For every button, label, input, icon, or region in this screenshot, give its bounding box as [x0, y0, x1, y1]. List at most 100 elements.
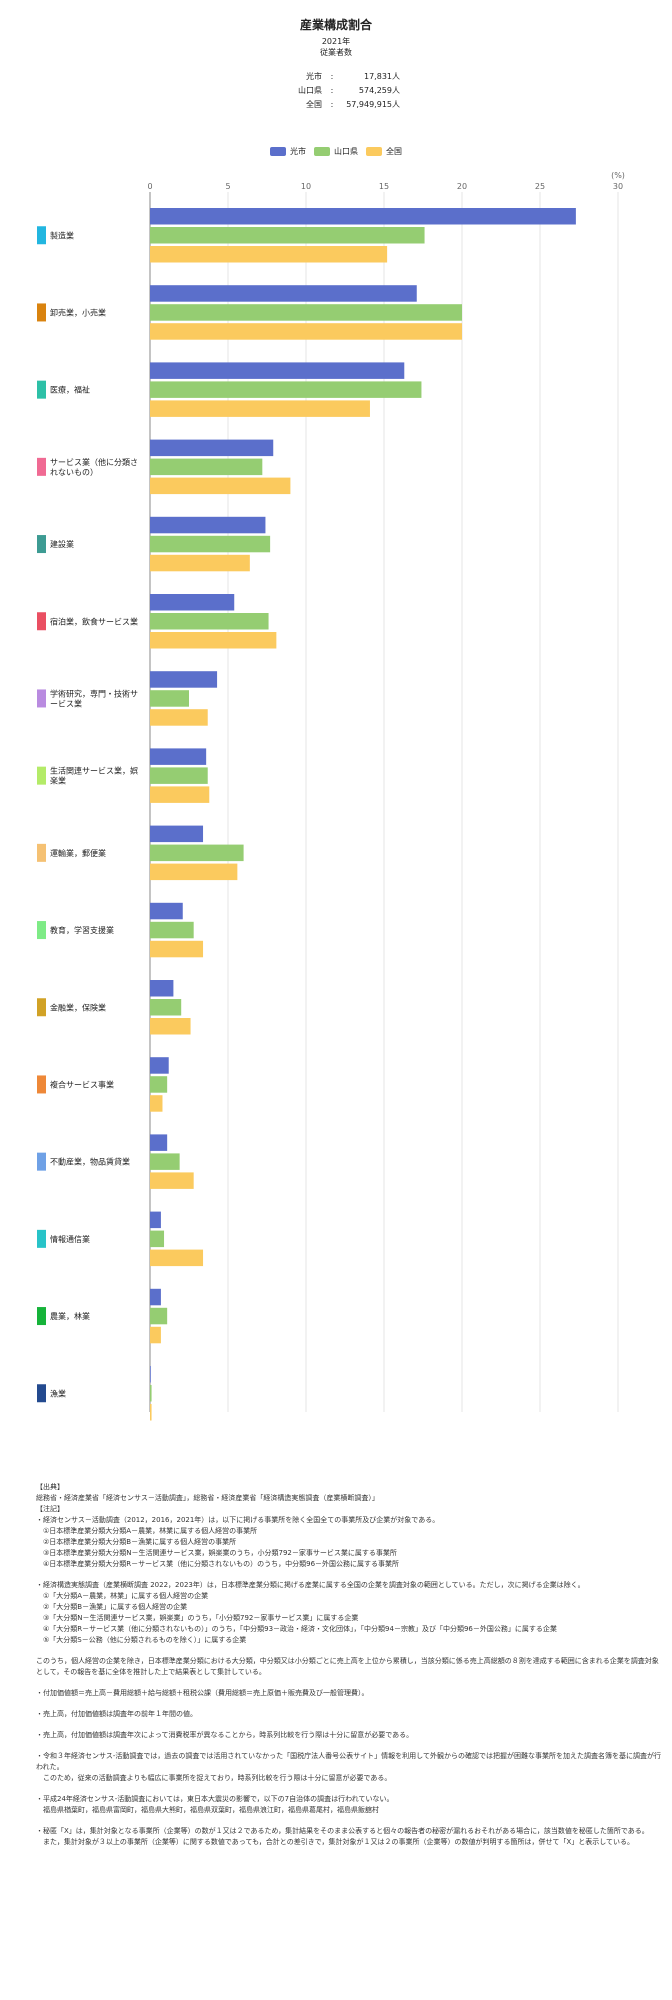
stat-value: 57,949,915人 — [346, 100, 400, 109]
note-line: ・秘匿「X」は，集計対象となる事業所（企業等）の数が１又は２であるため，集計結果… — [36, 1827, 649, 1835]
bar-yamaguchi — [150, 690, 189, 707]
category-color-marker — [37, 226, 46, 245]
bar-yamaguchi — [150, 1076, 168, 1093]
bar-yamaguchi — [150, 381, 422, 398]
category-color-marker — [37, 1075, 46, 1094]
bar-zenkoku — [150, 246, 388, 263]
bar-zenkoku — [150, 400, 370, 417]
stat-row-zenkoku: 全国 : 57,949,915人 — [288, 98, 400, 112]
category-color-marker — [37, 1307, 46, 1326]
bar-hikari — [150, 439, 274, 457]
note-line: このため，従来の活動調査よりも幅広に事業所を捉えており，時系列比較を行う際は十分… — [36, 1774, 392, 1782]
category-color-marker — [37, 1384, 46, 1403]
chart-header: 産業構成割合 2021年 従業者数 — [0, 16, 672, 58]
bar-zenkoku — [150, 940, 204, 958]
category-label: 複合サービス事業 — [50, 1079, 114, 1089]
bar-zenkoku — [150, 1018, 191, 1035]
bar-hikari — [150, 1134, 168, 1151]
note-line: ①日本標準産業分類大分類A－農業，林業に属する個人経営の事業所 — [36, 1527, 258, 1535]
bar-hikari — [150, 1211, 161, 1229]
note-line: ②「大分類B－漁業」に属する個人経営の企業 — [36, 1603, 188, 1611]
note-line: ④「大分類R－サービス業（他に分類されないもの）」のうち，「中分類93－政治・経… — [36, 1625, 557, 1633]
bar-zenkoku — [150, 786, 210, 803]
category-color-marker — [37, 380, 46, 399]
bar-zenkoku — [150, 1249, 204, 1267]
bar-hikari — [150, 902, 183, 920]
category-color-marker — [37, 457, 46, 476]
chart-measure: 従業者数 — [320, 48, 352, 57]
note-line: 【注記】 — [36, 1505, 64, 1513]
note-line: ・経済構造実態調査（産業横断調査 2022，2023年）は，日本標準産業分類に掲… — [36, 1581, 585, 1589]
bar-zenkoku — [150, 863, 238, 881]
category-label: 学術研究，専門・技術サービス業 — [50, 688, 138, 708]
stat-row-yamaguchi: 山口県 : 574,259人 — [288, 84, 400, 98]
note-line: 【出典】 — [36, 1483, 64, 1491]
bar-yamaguchi — [150, 1385, 152, 1402]
category-label: サービス業（他に分類されないもの） — [50, 457, 138, 477]
bar-yamaguchi — [150, 921, 194, 939]
note-line: ・令和３年経済センサス‐活動調査では，過去の調査では活用されていなかった「国税庁… — [36, 1752, 661, 1771]
category-color-marker — [37, 1152, 46, 1171]
note-gap — [36, 1699, 662, 1709]
stat-colon: : — [330, 100, 334, 109]
category-label: 生活関連サービス業，娯楽業 — [50, 766, 138, 786]
category-label: 農業，林業 — [50, 1311, 90, 1321]
category-label: 不動産業，物品賃貸業 — [50, 1157, 130, 1167]
note-line: このうち，個人経営の企業を除き，日本標準産業分類における大分類，中分類又は小分類… — [36, 1657, 659, 1676]
category-label: 情報通信業 — [50, 1234, 90, 1244]
bar-yamaguchi — [150, 304, 462, 321]
bar-yamaguchi — [150, 999, 182, 1016]
category-color-marker — [37, 689, 46, 708]
bar-hikari — [150, 594, 235, 611]
bar-yamaguchi — [150, 1230, 165, 1248]
note-line: ・売上高，付加価値額は調査年次によって消費税率が異なることから，時系列比較を行う… — [36, 1731, 414, 1739]
employee-stats: 光市 : 17,831人 山口県 : 574,259人 全国 : 57,949,… — [288, 70, 400, 112]
chart-year: 2021年 — [321, 37, 351, 46]
category-color-marker — [37, 843, 46, 862]
note-line: ・経済センサス－活動調査（2012，2016，2021年）は，以下に掲げる事業所… — [36, 1516, 440, 1524]
bar-chart: 0 5 10 15 20 25 30 (%) 製造業卸売業，小売業医療，福祉サービス業（他に分類… — [37, 172, 625, 1421]
category-label: 宿泊業，飲食サービス業 — [50, 616, 138, 626]
stat-value: 574,259人 — [358, 86, 400, 95]
category-color-marker — [37, 766, 46, 785]
bar-hikari — [150, 1366, 151, 1383]
bar-hikari — [150, 516, 266, 534]
note-line: ④日本標準産業分類大分類R－サービス業（他に分類されないもの）のうち，中分類96… — [36, 1560, 400, 1568]
note-line: ・売上高，付加価値額は調査年の前年１年間の値。 — [36, 1710, 197, 1718]
category-label: 製造業 — [50, 230, 74, 240]
note-line: 総務省・経済産業省「経済センサス－活動調査」，総務省・経済産業省「経済構造実態調… — [36, 1494, 379, 1502]
bar-yamaguchi — [150, 458, 263, 476]
bar-yamaguchi — [150, 844, 244, 862]
category-label: 教育，学習支援業 — [50, 925, 114, 935]
note-gap — [36, 1784, 662, 1794]
bar-yamaguchi — [150, 1307, 168, 1325]
category-label: 漁業 — [50, 1388, 66, 1398]
legend-item-hikari[interactable]: 光市 — [270, 146, 306, 157]
note-line: また，集計対象が３以上の事業所（企業等）に関する数値であっても，合計との差引きで… — [36, 1838, 635, 1846]
note-gap — [36, 1816, 662, 1826]
legend-swatch — [270, 147, 286, 156]
bar-yamaguchi — [150, 535, 271, 553]
chart-title: 産業構成割合 — [299, 18, 372, 32]
note-gap — [36, 1646, 662, 1656]
bar-hikari — [150, 825, 204, 843]
x-tick-label: 10 — [301, 182, 311, 191]
note-line: ②日本標準産業分類大分類B－漁業に属する個人経営の事業所 — [36, 1538, 237, 1546]
stat-row-hikari: 光市 : 17,831人 — [288, 70, 400, 84]
x-tick-label: 20 — [457, 182, 467, 191]
bar-hikari — [150, 285, 417, 302]
bar-zenkoku — [150, 554, 250, 572]
bar-hikari — [150, 748, 207, 765]
note-gap — [36, 1678, 662, 1688]
legend-item-yamaguchi[interactable]: 山口県 — [314, 146, 358, 157]
x-tick-label: 0 — [147, 182, 152, 191]
legend-item-zenkoku[interactable]: 全国 — [366, 146, 402, 157]
bar-zenkoku — [150, 323, 462, 340]
note-gap — [36, 1570, 662, 1580]
category-color-marker — [37, 303, 46, 322]
bar-yamaguchi — [150, 227, 425, 244]
bar-hikari — [150, 1057, 169, 1074]
note-line: ③日本標準産業分類大分類N－生活関連サービス業，娯楽業のうち，小分類792－家事… — [36, 1549, 397, 1557]
note-line: ⑤「大分類S－公務（他に分類されるものを除く）」に属する企業 — [36, 1636, 247, 1644]
legend-label: 全国 — [386, 147, 402, 156]
